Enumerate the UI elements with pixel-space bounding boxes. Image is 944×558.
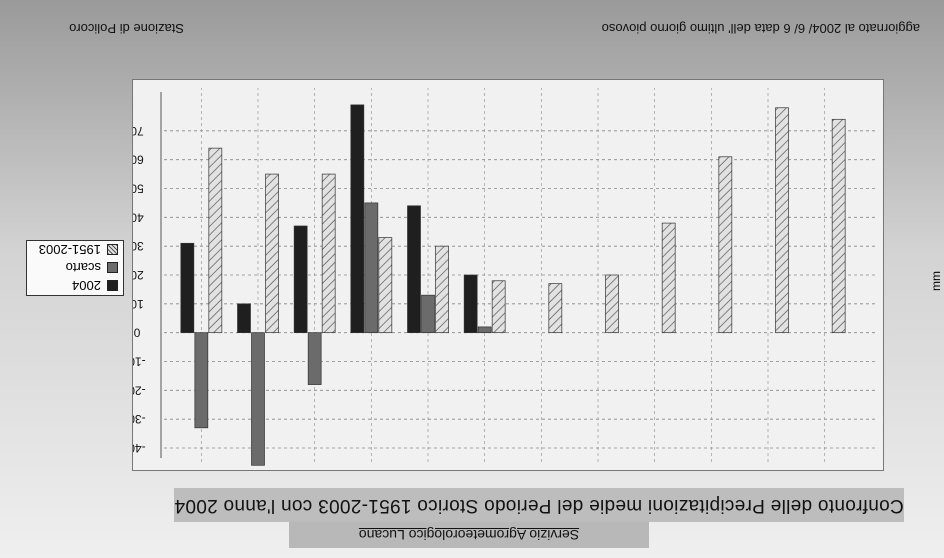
bar-scarto <box>364 202 379 334</box>
bar-1951-2003 <box>831 118 846 334</box>
bar-1951-2003 <box>661 222 676 334</box>
bar-2004 <box>407 205 421 334</box>
y-tick-label: 30 <box>133 239 144 253</box>
legend-item-scarto: scarto <box>27 259 123 277</box>
legend-label-2004: 2004 <box>72 278 101 294</box>
bar-scarto <box>477 326 492 334</box>
bar-scarto <box>421 294 435 334</box>
bar-1951-2003 <box>718 156 733 334</box>
y-tick-label: -30 <box>133 412 146 426</box>
chart-svg: -40-30-20-10010203040506070genfebmaraprm… <box>133 88 875 466</box>
bar-2004 <box>180 242 195 334</box>
legend-swatch-scarto <box>107 262 118 274</box>
bar-2004 <box>293 225 308 334</box>
bar-1951-2003 <box>491 280 506 334</box>
bar-1951-2003 <box>208 147 223 334</box>
y-axis-label: mm <box>929 271 943 291</box>
y-tick-label: -20 <box>133 383 146 397</box>
plot-area: -40-30-20-10010203040506070genfebmaraprm… <box>132 79 884 471</box>
legend-item-2004: 2004 <box>27 277 123 295</box>
bar-1951-2003 <box>321 173 336 334</box>
bar-1951-2003 <box>548 283 563 334</box>
bar-1951-2003 <box>775 107 789 334</box>
bar-scarto <box>307 332 322 385</box>
y-tick-label: 70 <box>133 124 144 138</box>
y-tick-label: 10 <box>133 297 144 311</box>
legend-label-1951-2003: 1951-2003 <box>38 242 101 258</box>
bar-2004 <box>463 274 478 334</box>
station-name: Stazione di Policoro <box>69 21 184 36</box>
y-tick-label: 50 <box>133 182 144 196</box>
bar-1951-2003 <box>435 245 449 334</box>
update-note: aggiornato al 2004/ 6/ 6 data dell' ulti… <box>601 21 920 36</box>
organization-title: Servizio Agrometeorologico Lucano <box>289 522 649 548</box>
legend: 2004 scarto 1951-2003 <box>26 240 124 296</box>
y-tick-label: 40 <box>133 210 144 224</box>
chart-title: Confronto delle Precipitazioni medie del… <box>174 488 904 522</box>
legend-swatch-2004 <box>107 280 118 292</box>
bar-1951-2003 <box>605 274 619 334</box>
y-tick-label: -40 <box>133 441 146 455</box>
y-tick-label: -10 <box>133 355 146 369</box>
bar-scarto <box>251 332 265 466</box>
bar-1951-2003 <box>265 173 279 334</box>
y-tick-label: 0 <box>133 326 140 340</box>
legend-swatch-1951-2003 <box>107 244 118 256</box>
y-tick-label: 60 <box>133 153 144 167</box>
bar-1951-2003 <box>378 237 393 334</box>
bar-2004 <box>237 303 251 334</box>
legend-item-1951-2003: 1951-2003 <box>27 241 123 259</box>
legend-label-scarto: scarto <box>65 260 101 276</box>
bar-scarto <box>194 332 209 429</box>
y-tick-label: 20 <box>133 268 144 282</box>
bar-2004 <box>350 104 365 334</box>
